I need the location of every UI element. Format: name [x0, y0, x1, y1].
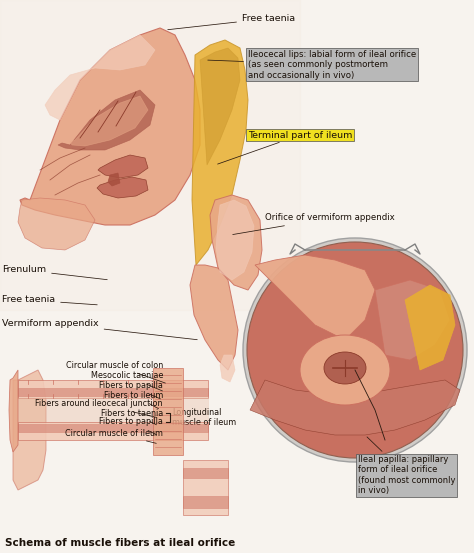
Text: Fibers to ileum: Fibers to ileum — [104, 390, 163, 409]
Polygon shape — [18, 380, 208, 398]
Polygon shape — [405, 285, 455, 370]
Polygon shape — [98, 155, 148, 178]
Polygon shape — [9, 370, 18, 452]
Polygon shape — [250, 380, 460, 435]
Polygon shape — [153, 368, 183, 455]
Polygon shape — [192, 40, 248, 265]
Text: Circular muscle of ileum: Circular muscle of ileum — [65, 429, 163, 444]
Polygon shape — [108, 173, 120, 186]
Polygon shape — [190, 265, 238, 370]
Polygon shape — [220, 355, 235, 382]
Polygon shape — [216, 200, 254, 280]
Ellipse shape — [300, 335, 390, 405]
Polygon shape — [13, 370, 46, 490]
Polygon shape — [0, 0, 300, 310]
Polygon shape — [183, 496, 228, 508]
Circle shape — [247, 242, 463, 458]
Polygon shape — [18, 198, 95, 250]
Text: Ileocecal lips: labial form of ileal orifice
(as seen commonly postmortem
and oc: Ileocecal lips: labial form of ileal ori… — [208, 50, 416, 80]
Polygon shape — [58, 90, 155, 150]
Polygon shape — [183, 468, 228, 478]
Polygon shape — [18, 422, 208, 440]
Polygon shape — [200, 48, 240, 165]
Polygon shape — [97, 177, 148, 198]
Polygon shape — [70, 96, 148, 146]
Text: Frenulum: Frenulum — [2, 265, 107, 280]
Text: Orifice of vermiform appendix: Orifice of vermiform appendix — [233, 213, 395, 234]
Polygon shape — [18, 424, 208, 432]
Text: Schema of muscle fibers at ileal orifice: Schema of muscle fibers at ileal orifice — [5, 538, 235, 548]
Text: Free taenia: Free taenia — [168, 14, 295, 30]
Text: Circular muscle of colon: Circular muscle of colon — [66, 361, 165, 383]
Text: Ileal papilla: papillary
form of ileal orifice
(found most commonly
in vivo): Ileal papilla: papillary form of ileal o… — [358, 437, 456, 495]
Text: Fibers around ileocecal junction: Fibers around ileocecal junction — [36, 399, 163, 418]
Polygon shape — [18, 398, 208, 422]
Text: Fibers to taenia: Fibers to taenia — [101, 409, 163, 425]
Polygon shape — [45, 35, 155, 120]
Circle shape — [243, 238, 467, 462]
Polygon shape — [18, 388, 208, 396]
Text: Fibers to papilla: Fibers to papilla — [99, 418, 163, 435]
Text: Longitudinal
muscle of ileum: Longitudinal muscle of ileum — [172, 408, 236, 427]
Text: Vermiform appendix: Vermiform appendix — [2, 319, 197, 340]
Text: Terminal part of ileum: Terminal part of ileum — [218, 131, 352, 164]
Text: Free taenia: Free taenia — [2, 295, 97, 305]
Polygon shape — [255, 255, 375, 340]
Polygon shape — [210, 195, 262, 290]
Ellipse shape — [324, 352, 366, 384]
Text: Fibers to papilla: Fibers to papilla — [99, 382, 163, 399]
Polygon shape — [183, 460, 228, 515]
Text: Mesocolic taeniae: Mesocolic taeniae — [91, 372, 163, 391]
Polygon shape — [375, 280, 450, 360]
Polygon shape — [20, 28, 200, 225]
